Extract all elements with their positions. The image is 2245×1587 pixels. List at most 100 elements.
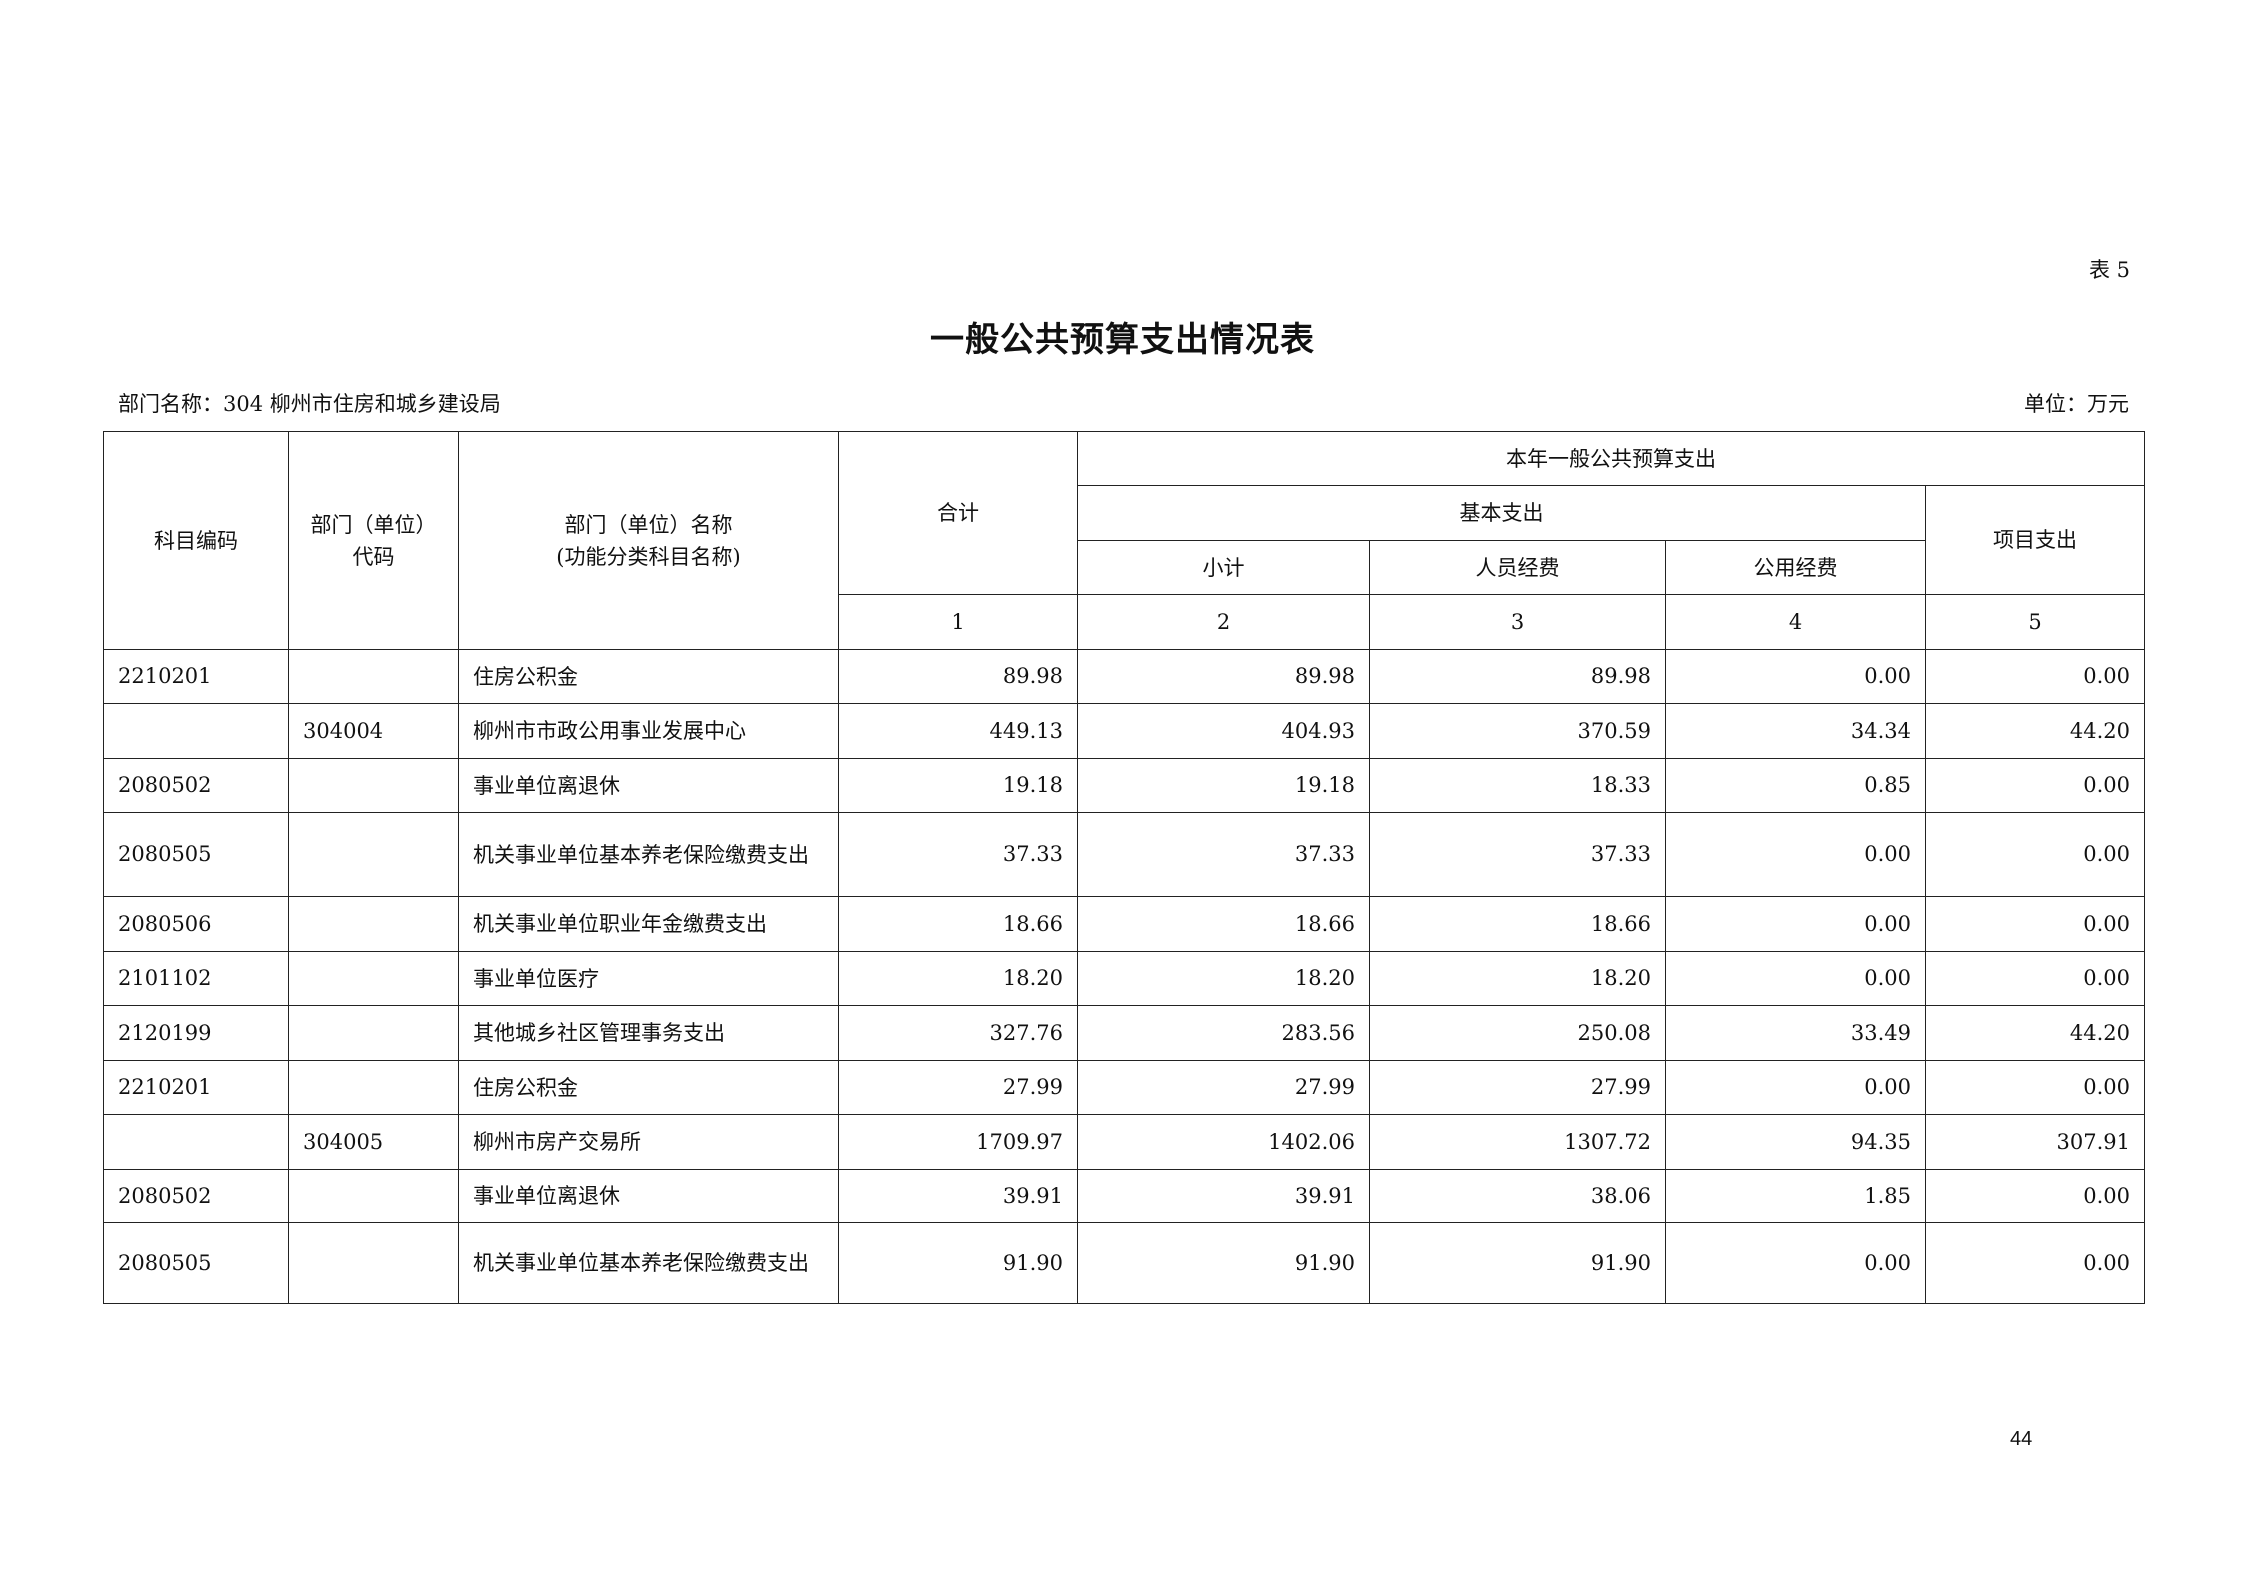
cell-subtotal: 89.98 — [1077, 649, 1370, 704]
header-dept-code: 部门（单位） 代码 — [288, 431, 459, 650]
cell-code: 2080505 — [103, 1222, 289, 1304]
page-title: 一般公共预算支出情况表 — [930, 320, 1315, 360]
cell-project: 0.00 — [1925, 1222, 2145, 1304]
department-label: 部门名称： — [118, 392, 223, 416]
cell-personnel: 37.33 — [1369, 812, 1666, 897]
cell-public: 0.00 — [1665, 951, 1926, 1006]
cell-project: 0.00 — [1925, 812, 2145, 897]
cell-total: 18.20 — [838, 951, 1078, 1006]
header-public: 公用经费 — [1665, 540, 1926, 595]
table-row: 2120199 其他城乡社区管理事务支出 327.76 283.56 250.08 33.… — [103, 1005, 2145, 1061]
cell-code: 2080506 — [103, 896, 289, 952]
cell-public: 0.85 — [1665, 758, 1926, 813]
cell-subtotal: 1402.06 — [1077, 1114, 1370, 1170]
header-num-2: 2 — [1077, 594, 1370, 650]
cell-public: 34.34 — [1665, 703, 1926, 759]
cell-name: 事业单位离退休 — [458, 1169, 839, 1223]
cell-code: 2210201 — [103, 1060, 289, 1115]
table-number: 表 5 — [2088, 258, 2130, 282]
table-row: 304004 柳州市市政公用事业发展中心 449.13 404.93 370.59 34.… — [103, 703, 2145, 759]
cell-subtotal: 18.20 — [1077, 951, 1370, 1006]
header-dept-name-line2: (功能分类科目名称) — [556, 544, 741, 569]
table-row: 2080502 事业单位离退休 39.91 39.91 38.06 1.85 0.00 — [103, 1169, 2145, 1223]
cell-public: 1.85 — [1665, 1169, 1926, 1223]
cell-name: 住房公积金 — [458, 649, 839, 704]
cell-code: 2210201 — [103, 649, 289, 704]
header-num-4: 4 — [1665, 594, 1926, 650]
cell-public: 0.00 — [1665, 1222, 1926, 1304]
cell-total: 27.99 — [838, 1060, 1078, 1115]
table-row: 2080505 机关事业单位基本养老保险缴费支出 91.90 91.90 91.90 0.… — [103, 1222, 2145, 1304]
cell-project: 307.91 — [1925, 1114, 2145, 1170]
cell-personnel: 18.20 — [1369, 951, 1666, 1006]
page-number: 44 — [2010, 1428, 2033, 1450]
cell-personnel: 370.59 — [1369, 703, 1666, 759]
table-row: 2080505 机关事业单位基本养老保险缴费支出 37.33 37.33 37.33 0.… — [103, 812, 2145, 897]
cell-code: 2101102 — [103, 951, 289, 1006]
cell-dept-code — [288, 1222, 459, 1304]
cell-dept-code — [288, 951, 459, 1006]
cell-public: 0.00 — [1665, 896, 1926, 952]
cell-dept-code — [288, 1005, 459, 1061]
cell-project: 44.20 — [1925, 1005, 2145, 1061]
cell-name: 机关事业单位基本养老保险缴费支出 — [458, 812, 839, 897]
cell-dept-code — [288, 1169, 459, 1223]
cell-personnel: 250.08 — [1369, 1005, 1666, 1061]
header-subtotal: 小计 — [1077, 540, 1370, 595]
cell-code — [103, 703, 289, 759]
cell-public: 94.35 — [1665, 1114, 1926, 1170]
cell-dept-code: 304005 — [288, 1114, 459, 1170]
cell-project: 0.00 — [1925, 1169, 2145, 1223]
cell-personnel: 89.98 — [1369, 649, 1666, 704]
cell-subtotal: 283.56 — [1077, 1005, 1370, 1061]
cell-personnel: 1307.72 — [1369, 1114, 1666, 1170]
header-project: 项目支出 — [1925, 485, 2145, 595]
cell-name: 住房公积金 — [458, 1060, 839, 1115]
cell-subtotal: 27.99 — [1077, 1060, 1370, 1115]
department-name: 304 柳州市住房和城乡建设局 — [223, 392, 501, 416]
cell-personnel: 91.90 — [1369, 1222, 1666, 1304]
cell-project: 0.00 — [1925, 649, 2145, 704]
cell-dept-code — [288, 758, 459, 813]
cell-public: 0.00 — [1665, 649, 1926, 704]
cell-project: 0.00 — [1925, 1060, 2145, 1115]
cell-project: 0.00 — [1925, 896, 2145, 952]
cell-subtotal: 404.93 — [1077, 703, 1370, 759]
cell-name: 机关事业单位基本养老保险缴费支出 — [458, 1222, 839, 1304]
cell-personnel: 27.99 — [1369, 1060, 1666, 1115]
cell-personnel: 38.06 — [1369, 1169, 1666, 1223]
table-row: 2210201 住房公积金 89.98 89.98 89.98 0.00 0.00 — [103, 649, 2145, 704]
header-dept-name-line1: 部门（单位）名称 — [564, 512, 733, 537]
cell-code: 2080502 — [103, 758, 289, 813]
cell-subtotal: 39.91 — [1077, 1169, 1370, 1223]
department-line: 部门名称：304 柳州市住房和城乡建设局 — [118, 388, 501, 418]
header-total: 合计 — [838, 431, 1078, 595]
cell-public: 0.00 — [1665, 812, 1926, 897]
header-num-3: 3 — [1369, 594, 1666, 650]
header-basic: 基本支出 — [1077, 485, 1926, 541]
budget-table: 科目编码 部门（单位） 代码 部门（单位）名称 (功能分类科目名称) 合计 本年一般… — [103, 431, 2145, 1304]
cell-name: 事业单位离退休 — [458, 758, 839, 813]
cell-name: 柳州市市政公用事业发展中心 — [458, 703, 839, 759]
cell-name: 事业单位医疗 — [458, 951, 839, 1006]
cell-total: 37.33 — [838, 812, 1078, 897]
cell-subtotal: 37.33 — [1077, 812, 1370, 897]
table-row: 2101102 事业单位医疗 18.20 18.20 18.20 0.00 0.00 — [103, 951, 2145, 1006]
table-row: 304005 柳州市房产交易所 1709.97 1402.06 1307.72 94.35… — [103, 1114, 2145, 1170]
cell-name: 其他城乡社区管理事务支出 — [458, 1005, 839, 1061]
cell-total: 327.76 — [838, 1005, 1078, 1061]
header-num-1: 1 — [838, 594, 1078, 650]
unit-label: 单位：万元 — [2024, 392, 2129, 416]
header-this-year: 本年一般公共预算支出 — [1077, 431, 2145, 486]
cell-personnel: 18.33 — [1369, 758, 1666, 813]
cell-personnel: 18.66 — [1369, 896, 1666, 952]
cell-name: 柳州市房产交易所 — [458, 1114, 839, 1170]
cell-subtotal: 18.66 — [1077, 896, 1370, 952]
cell-dept-code — [288, 1060, 459, 1115]
cell-total: 91.90 — [838, 1222, 1078, 1304]
header-dept-code-line2: 代码 — [352, 544, 395, 569]
cell-subtotal: 91.90 — [1077, 1222, 1370, 1304]
cell-dept-code — [288, 896, 459, 952]
cell-code — [103, 1114, 289, 1170]
header-num-5: 5 — [1925, 594, 2145, 650]
